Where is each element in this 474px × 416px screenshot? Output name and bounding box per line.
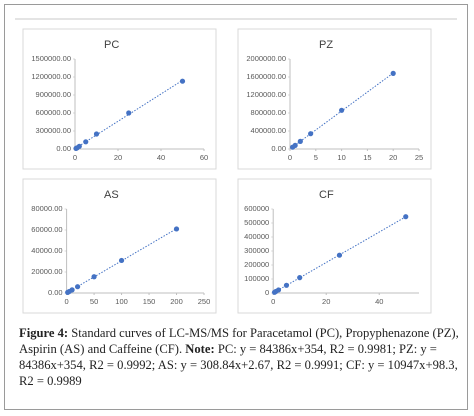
data-point: [69, 287, 75, 293]
y-tick-label: 1200000.00: [31, 72, 71, 81]
chart-panel: PC 0.00 300000.00 600000.00 900000.00 1200000…: [22, 28, 217, 170]
y-tick-label: 2000000.00: [246, 54, 286, 63]
x-tick-label: 25: [415, 153, 423, 162]
data-point: [297, 275, 303, 281]
x-tick-label: 60: [200, 153, 208, 162]
y-tick-label: 400000.00: [251, 126, 286, 135]
y-tick-label: 800000.00: [251, 108, 286, 117]
caption-label: Figure 4:: [19, 326, 69, 340]
y-tick-label: 300000.00: [36, 126, 71, 135]
data-point: [390, 70, 396, 76]
note-label: Note:: [185, 342, 215, 356]
data-point: [403, 214, 409, 220]
x-tick-label: 50: [90, 297, 98, 306]
x-tick-label: 40: [375, 297, 383, 306]
y-tick-label: 0: [265, 288, 269, 297]
data-point: [126, 110, 132, 116]
panel-border: [22, 178, 217, 314]
x-tick-label: 20: [322, 297, 330, 306]
y-tick-label: 400000: [244, 232, 269, 241]
chart-panel: AS 0.00 20000.00 40000.00 60000.00 80000.00 0 5…: [22, 178, 217, 314]
x-tick-label: 15: [363, 153, 371, 162]
figure-frame: PC 0.00 300000.00 600000.00 900000.00 1200000…: [4, 4, 468, 410]
y-tick-label: 600000.00: [36, 108, 71, 117]
chart-title: PC: [104, 39, 119, 51]
y-tick-label: 0.00: [56, 144, 71, 153]
data-point: [93, 131, 100, 137]
y-tick-label: 60000.00: [31, 225, 62, 234]
chart-title: AS: [104, 189, 119, 201]
x-tick-label: 100: [115, 297, 128, 306]
data-point: [339, 107, 345, 113]
y-tick-label: 600000: [244, 204, 269, 213]
x-tick-label: 5: [314, 153, 318, 162]
y-tick-label: 900000.00: [36, 90, 71, 99]
x-tick-label: 200: [170, 297, 183, 306]
y-tick-label: 1500000.00: [31, 54, 71, 63]
x-tick-label: 0: [288, 153, 292, 162]
data-point: [292, 142, 298, 148]
panel-border: [22, 28, 217, 170]
chart-title: PZ: [319, 39, 333, 51]
data-point: [91, 274, 97, 280]
chart-title: CF: [319, 189, 334, 201]
x-tick-label: 20: [389, 153, 397, 162]
x-tick-label: 250: [198, 297, 211, 306]
caption-text: Standard curves of LC-MS/MS for Paraceta…: [19, 326, 459, 356]
data-point: [308, 131, 314, 137]
panel-border: [237, 178, 432, 314]
figure-caption: Figure 4: Standard curves of LC-MS/MS fo…: [19, 325, 465, 389]
x-tick-label: 20: [114, 153, 122, 162]
y-tick-label: 0.00: [48, 288, 63, 297]
y-tick-label: 80000.00: [31, 204, 62, 213]
x-tick-label: 0: [65, 297, 69, 306]
x-tick-label: 10: [337, 153, 345, 162]
data-point: [336, 252, 343, 258]
y-tick-label: 40000.00: [31, 246, 62, 255]
data-point: [179, 78, 186, 84]
y-tick-label: 500000: [244, 218, 269, 227]
data-point: [283, 282, 290, 288]
data-point: [297, 138, 303, 144]
y-tick-label: 200000: [244, 260, 269, 269]
x-tick-label: 40: [157, 153, 165, 162]
panel-border: [237, 28, 432, 170]
y-tick-label: 1600000.00: [246, 72, 286, 81]
chart-panel: PZ 0.00 400000.00 800000.00 1200000.00 160000…: [237, 28, 432, 170]
note-text: PC: y = 84386x+354, R2 = 0.9981; PZ: y =…: [19, 342, 458, 388]
data-point: [275, 287, 282, 293]
chart-panel: CF 0 100000 200000 300000 400000 500000 600000 0…: [237, 178, 432, 314]
figure-charts: PC0.00300000.00600000.00900000.001200000…: [15, 18, 457, 314]
y-tick-label: 20000.00: [31, 267, 62, 276]
y-tick-label: 0.00: [271, 144, 286, 153]
y-tick-label: 100000: [244, 274, 269, 283]
data-point: [118, 257, 125, 264]
y-tick-label: 1200000.00: [246, 90, 286, 99]
data-point: [173, 226, 180, 232]
data-point: [83, 139, 89, 145]
x-tick-label: 0: [73, 153, 77, 162]
y-tick-label: 300000: [244, 246, 269, 255]
x-tick-label: 150: [143, 297, 156, 306]
data-point: [74, 284, 81, 290]
x-tick-label: 0: [271, 297, 275, 306]
data-point: [76, 143, 82, 149]
